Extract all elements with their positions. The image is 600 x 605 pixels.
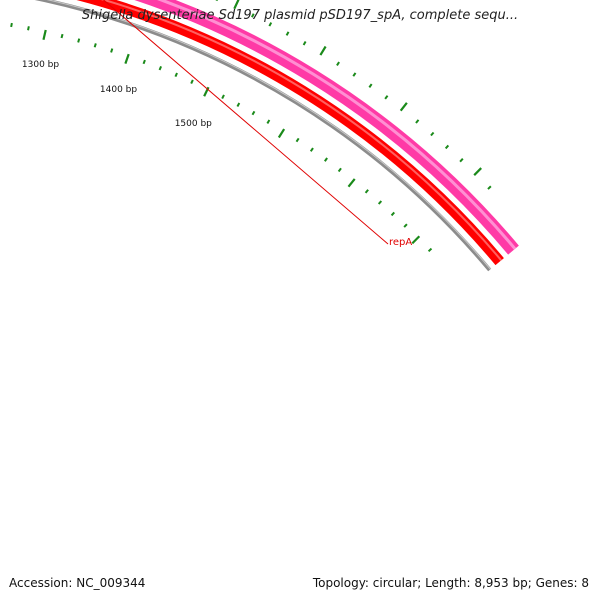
accession-text: Accession: NC_009344 <box>9 576 146 590</box>
ruler-tick <box>190 79 194 85</box>
repa-label-leader <box>102 0 389 245</box>
outer-tick-marks <box>215 0 492 190</box>
outer-tick <box>459 158 464 163</box>
ruler-label: 1300 bp <box>22 60 59 70</box>
ruler-tick <box>10 22 13 28</box>
ruler-tick <box>309 147 314 152</box>
ruler-tick <box>266 119 271 124</box>
gene-track-forward[interactable] <box>0 0 519 255</box>
ruler-tick <box>110 48 114 53</box>
outer-tick <box>251 13 255 18</box>
outer-tick <box>444 144 450 150</box>
ruler-tick <box>277 128 286 139</box>
ruler-tick <box>251 110 256 116</box>
backbone-ring <box>34 0 492 272</box>
outer-tick <box>487 185 492 190</box>
page-title: Shigella dysenteriae Sd197 plasmid pSD19… <box>81 8 519 23</box>
outer-tick <box>233 0 240 10</box>
outer-tick <box>268 22 273 27</box>
outer-tick <box>430 131 435 137</box>
ruler-tick <box>390 211 395 217</box>
sequence-summary: Topology: circular; Length: 8,953 bp; Ge… <box>312 576 589 590</box>
outer-tick <box>302 41 307 46</box>
ruler-tick <box>93 43 97 48</box>
backbone-ring-highlight <box>46 0 491 270</box>
outer-tick <box>352 72 357 77</box>
outer-tick <box>215 0 218 2</box>
ruler-tick <box>60 33 64 39</box>
ruler-tick <box>42 29 47 41</box>
outer-tick <box>415 119 420 124</box>
outer-tick <box>473 167 482 176</box>
ruler-tick <box>236 102 241 107</box>
ruler-tick <box>427 247 433 253</box>
outer-tick <box>368 83 373 88</box>
ruler-tick <box>364 189 369 194</box>
ruler-tick <box>142 59 146 65</box>
ruler-tick <box>337 167 342 173</box>
gene-track-forward-highlight <box>156 0 517 250</box>
ruler-tick <box>221 94 225 99</box>
gene-track-reverse-highlight <box>100 0 502 261</box>
outer-tick <box>399 102 408 112</box>
ruler-tick <box>174 72 178 78</box>
ruler-tick <box>295 137 300 143</box>
ruler-label: 1400 bp <box>100 85 137 95</box>
ruler-tick <box>377 200 383 205</box>
outer-tick <box>319 45 327 56</box>
ruler-label: 1500 bp <box>175 119 212 129</box>
ruler-tick <box>124 53 130 64</box>
ruler-tick-marks <box>10 22 433 253</box>
ruler-tick <box>411 235 421 245</box>
ruler-tick <box>347 178 356 188</box>
outer-tick <box>336 61 340 66</box>
ruler-tick <box>27 26 30 31</box>
ruler-tick <box>158 65 162 71</box>
outer-tick <box>285 31 290 36</box>
repa-label[interactable]: repA <box>389 237 412 248</box>
ruler-tick <box>323 157 328 162</box>
ruler-tick <box>77 38 81 43</box>
ruler-tick <box>403 223 408 228</box>
outer-tick <box>384 95 389 100</box>
gene-track-reverse[interactable] <box>0 0 504 266</box>
